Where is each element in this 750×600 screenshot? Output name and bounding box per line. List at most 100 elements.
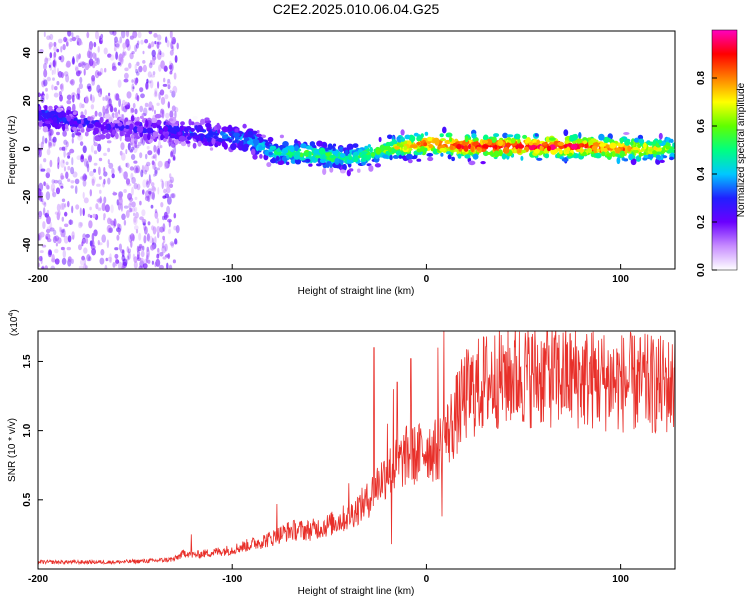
noise-point [133,165,138,174]
noise-point [142,60,146,64]
noise-point [150,59,153,66]
noise-point [102,105,106,114]
ridge-point [204,141,209,146]
noise-point [131,201,136,208]
spectrogram-x-ticks: -200 -100 0 100 [28,264,629,285]
ridge-point [427,156,434,162]
noise-point [173,146,177,155]
noise-point [63,235,69,244]
ridge-point [536,139,540,145]
noise-point [158,264,164,269]
noise-point [118,228,121,236]
noise-point [170,193,175,198]
noise-point [131,51,135,55]
ridge-point [420,133,424,138]
noise-point [97,143,102,152]
noise-point [134,79,138,86]
noise-point [127,251,131,260]
noise-point [49,52,53,59]
ridge-point [352,143,359,149]
ridge-point [397,137,402,144]
noise-point [48,133,52,141]
spectrogram-ridge [38,103,675,177]
noise-point [46,76,51,82]
noise-point [116,223,120,229]
noise-point [130,147,135,151]
noise-point [143,258,148,265]
ridge-point [279,134,284,139]
ridge-point [75,132,82,136]
ridge-point [632,149,639,153]
noise-point [88,45,93,50]
noise-point [46,167,51,174]
noise-point [154,90,157,97]
noise-point [148,62,153,69]
ridge-point [38,115,43,120]
noise-point [103,152,107,156]
noise-point [170,242,175,248]
ridge-point [616,157,621,165]
noise-point [120,249,125,254]
snr-frame [37,330,676,570]
noise-point [139,105,144,113]
noise-point [79,102,83,109]
noise-point [83,247,88,254]
noise-point [102,96,105,101]
noise-point [62,44,66,51]
ridge-point [84,131,89,137]
ridge-point [502,147,510,154]
noise-point [162,195,167,199]
ridge-point [416,141,421,146]
noise-point [163,77,166,83]
ridge-point [173,130,177,135]
ridge-point [62,124,66,132]
snr-series-line [38,331,675,566]
noise-point [120,57,124,63]
ridge-point [420,145,425,152]
noise-point [90,145,94,153]
noise-point [55,187,61,195]
noise-point [119,36,123,44]
noise-point [41,265,45,269]
ridge-point [129,123,134,131]
noise-point [152,226,157,235]
noise-point [163,211,168,221]
ridge-point [391,138,396,145]
ridge-point [482,144,489,149]
noise-point [109,259,112,263]
noise-point [116,234,120,241]
ridge-point [154,113,162,119]
noise-point [144,169,147,175]
noise-point [121,31,126,39]
ridge-point [200,118,206,125]
x-tick-label: 0 [424,274,430,285]
ridge-point [603,136,610,143]
ridge-point [247,140,251,145]
ridge-point [143,133,148,141]
noise-point [139,200,142,206]
noise-point [135,69,139,74]
noise-point [166,180,170,188]
ridge-point [606,153,610,157]
noise-point [151,41,155,48]
noise-point [99,189,102,194]
ridge-point [66,115,72,122]
noise-point [43,63,47,70]
noise-point [76,41,79,46]
ridge-point [168,136,172,143]
ridge-point [252,154,258,160]
ridge-point [251,136,256,140]
noise-point [90,93,93,101]
noise-point [134,167,140,174]
noise-point [123,205,129,209]
ridge-point [576,138,583,144]
noise-point [76,155,82,160]
noise-point [82,145,87,154]
noise-point [162,83,168,87]
ridge-point [324,152,330,157]
noise-point [159,252,164,257]
noise-point [82,62,87,66]
noise-point [71,157,74,166]
noise-point [128,208,132,213]
